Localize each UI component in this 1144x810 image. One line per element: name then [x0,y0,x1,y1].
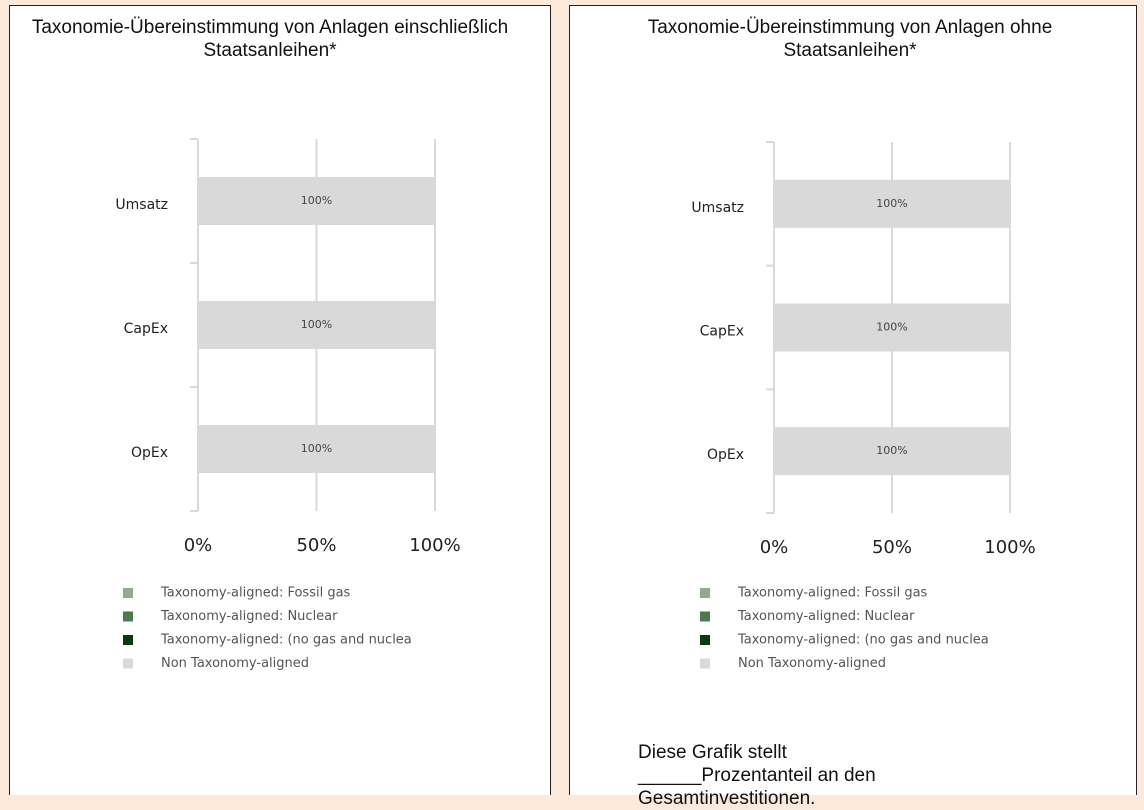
legend-label: Taxonomy-aligned: Fossil gas [737,586,928,601]
data-label: 100% [876,444,907,457]
chart-title: Taxonomie-Übereinstimmung von Anlagen oh… [647,17,1053,61]
x-tick-label: 100% [409,535,460,556]
legend-label: Non Taxonomy-aligned [738,656,886,671]
y-tick-label: OpEx [131,445,168,461]
data-label: 100% [876,321,907,334]
legend-swatch [123,588,133,598]
y-tick-label: Umsatz [691,200,744,216]
chart-panel: Taxonomie-Übereinstimmung von Anlagen ei… [9,5,551,795]
legend-swatch [700,588,710,598]
y-tick-label: CapEx [124,321,168,337]
chart-panel: Taxonomie-Übereinstimmung von Anlagen oh… [569,5,1137,809]
bar-segment [774,427,1010,476]
legend-label: Taxonomy-aligned: Nuclear [160,609,338,624]
annotation: Diese Grafik stellt ______Prozentanteil … [638,742,876,809]
y-tick-label: Umsatz [115,197,168,213]
legend-swatch [700,658,710,669]
data-label: 100% [876,197,907,210]
legend-label: Non Taxonomy-aligned [161,656,309,671]
bar-segment [198,301,435,349]
legend-swatch [123,611,133,622]
bar-segment [198,177,435,225]
legend-label: Taxonomy-aligned: Fossil gas [160,586,351,601]
chart-title: Taxonomie-Übereinstimmung von Anlagen ei… [31,17,509,61]
x-tick-label: 50% [872,537,912,558]
legend-swatch [123,635,133,645]
x-tick-label: 50% [296,535,336,556]
legend-swatch [700,635,710,645]
bar-segment [774,179,1010,228]
bar-segment [774,303,1010,352]
y-tick-label: OpEx [707,447,744,463]
data-label: 100% [301,318,332,331]
x-tick-label: 0% [184,535,213,556]
legend-label: Taxonomy-aligned: (no gas and nuclea [160,633,412,648]
chart: 0% 50% 100% Umsatz 100% CapEx 100% OpEx 100% Taxo… [691,141,1036,671]
legend-label: Taxonomy-aligned: (no gas and nuclea [737,633,989,648]
bar-segment [198,425,435,473]
y-tick-label: CapEx [700,324,744,340]
legend-swatch [123,658,133,669]
x-tick-label: 0% [760,537,789,558]
x-tick-label: 100% [984,537,1035,558]
legend-label: Taxonomy-aligned: Nuclear [737,609,915,624]
legend-swatch [700,611,710,622]
chart: 0% 50% 100% Umsatz 100% CapEx 100% OpEx 100% Taxo… [115,138,461,671]
data-label: 100% [301,442,332,455]
data-label: 100% [301,194,332,207]
